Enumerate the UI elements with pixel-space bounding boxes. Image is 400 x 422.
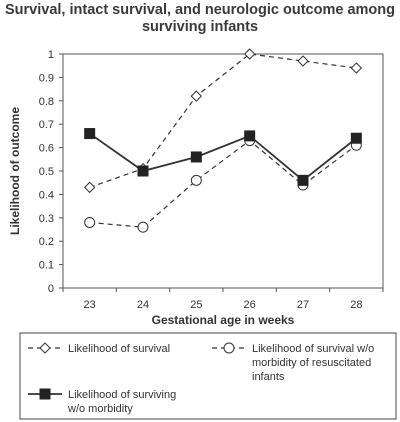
legend-label-2: morbidity of resuscitated	[252, 357, 371, 369]
series-line-2	[89, 139, 357, 228]
series-1-point	[83, 181, 96, 194]
series-2-point	[84, 216, 96, 228]
plot-area	[62, 53, 384, 289]
series-1-point	[297, 55, 309, 67]
y-tick-label: 0.6	[39, 143, 54, 155]
legend-label-2: infants	[252, 371, 285, 383]
y-tick-label: 0.7	[39, 119, 54, 131]
chart-title-line-2: surviving infants	[141, 19, 259, 35]
y-tick-label: 1	[48, 49, 54, 61]
series-2-point	[137, 221, 149, 233]
series-3-point	[350, 132, 362, 144]
y-tick-label: 0.1	[39, 260, 54, 272]
series-1-point	[243, 48, 256, 60]
x-tick-label: 23	[84, 299, 96, 311]
y-tick-label: 0.4	[39, 189, 54, 201]
legend-box	[19, 332, 397, 420]
series-3-point	[297, 174, 309, 186]
x-tick-label: 26	[244, 299, 256, 311]
y-tick-label: 0.8	[39, 96, 54, 108]
legend-label-3: Likelihood of surviving	[68, 389, 176, 401]
legend-swatch-marker-2	[223, 342, 235, 354]
chart-title-line-1: Survival, intact survival, and neurologi…	[5, 2, 395, 18]
y-tick-label: 0.2	[39, 236, 54, 248]
x-tick-label: 27	[297, 299, 309, 311]
series-3-point	[190, 151, 202, 163]
x-axis-label: Gestational age in weeks	[152, 313, 295, 327]
y-tick-label: 0.3	[39, 213, 54, 225]
y-tick-label: 0.9	[39, 72, 54, 84]
series-1-point	[190, 90, 203, 102]
legend-label-2: Likelihood of survival w/o	[252, 343, 374, 355]
legend-swatch-marker-3	[39, 388, 51, 400]
legend-label-1: Likelihood of survival	[68, 343, 170, 355]
y-tick-label: 0	[48, 283, 54, 295]
series-line-3	[89, 132, 357, 182]
y-tick-label: 0.5	[39, 166, 54, 178]
series-3-point	[84, 128, 96, 140]
series-line-1	[89, 53, 357, 188]
series-3-point	[137, 165, 149, 177]
x-tick-label: 25	[190, 299, 202, 311]
chart-title: Survival, intact survival, and neurologi…	[0, 2, 400, 36]
series-3-point	[244, 130, 256, 142]
series-2-point	[190, 174, 202, 186]
x-tick-label: 24	[137, 299, 149, 311]
x-tick-label: 28	[350, 299, 362, 311]
legend-label-3: w/o morbidity	[67, 403, 133, 415]
legend-swatch-marker-1	[39, 342, 51, 354]
y-axis-label: Likelihood of outcome	[8, 107, 22, 235]
series-1-point	[350, 62, 363, 74]
